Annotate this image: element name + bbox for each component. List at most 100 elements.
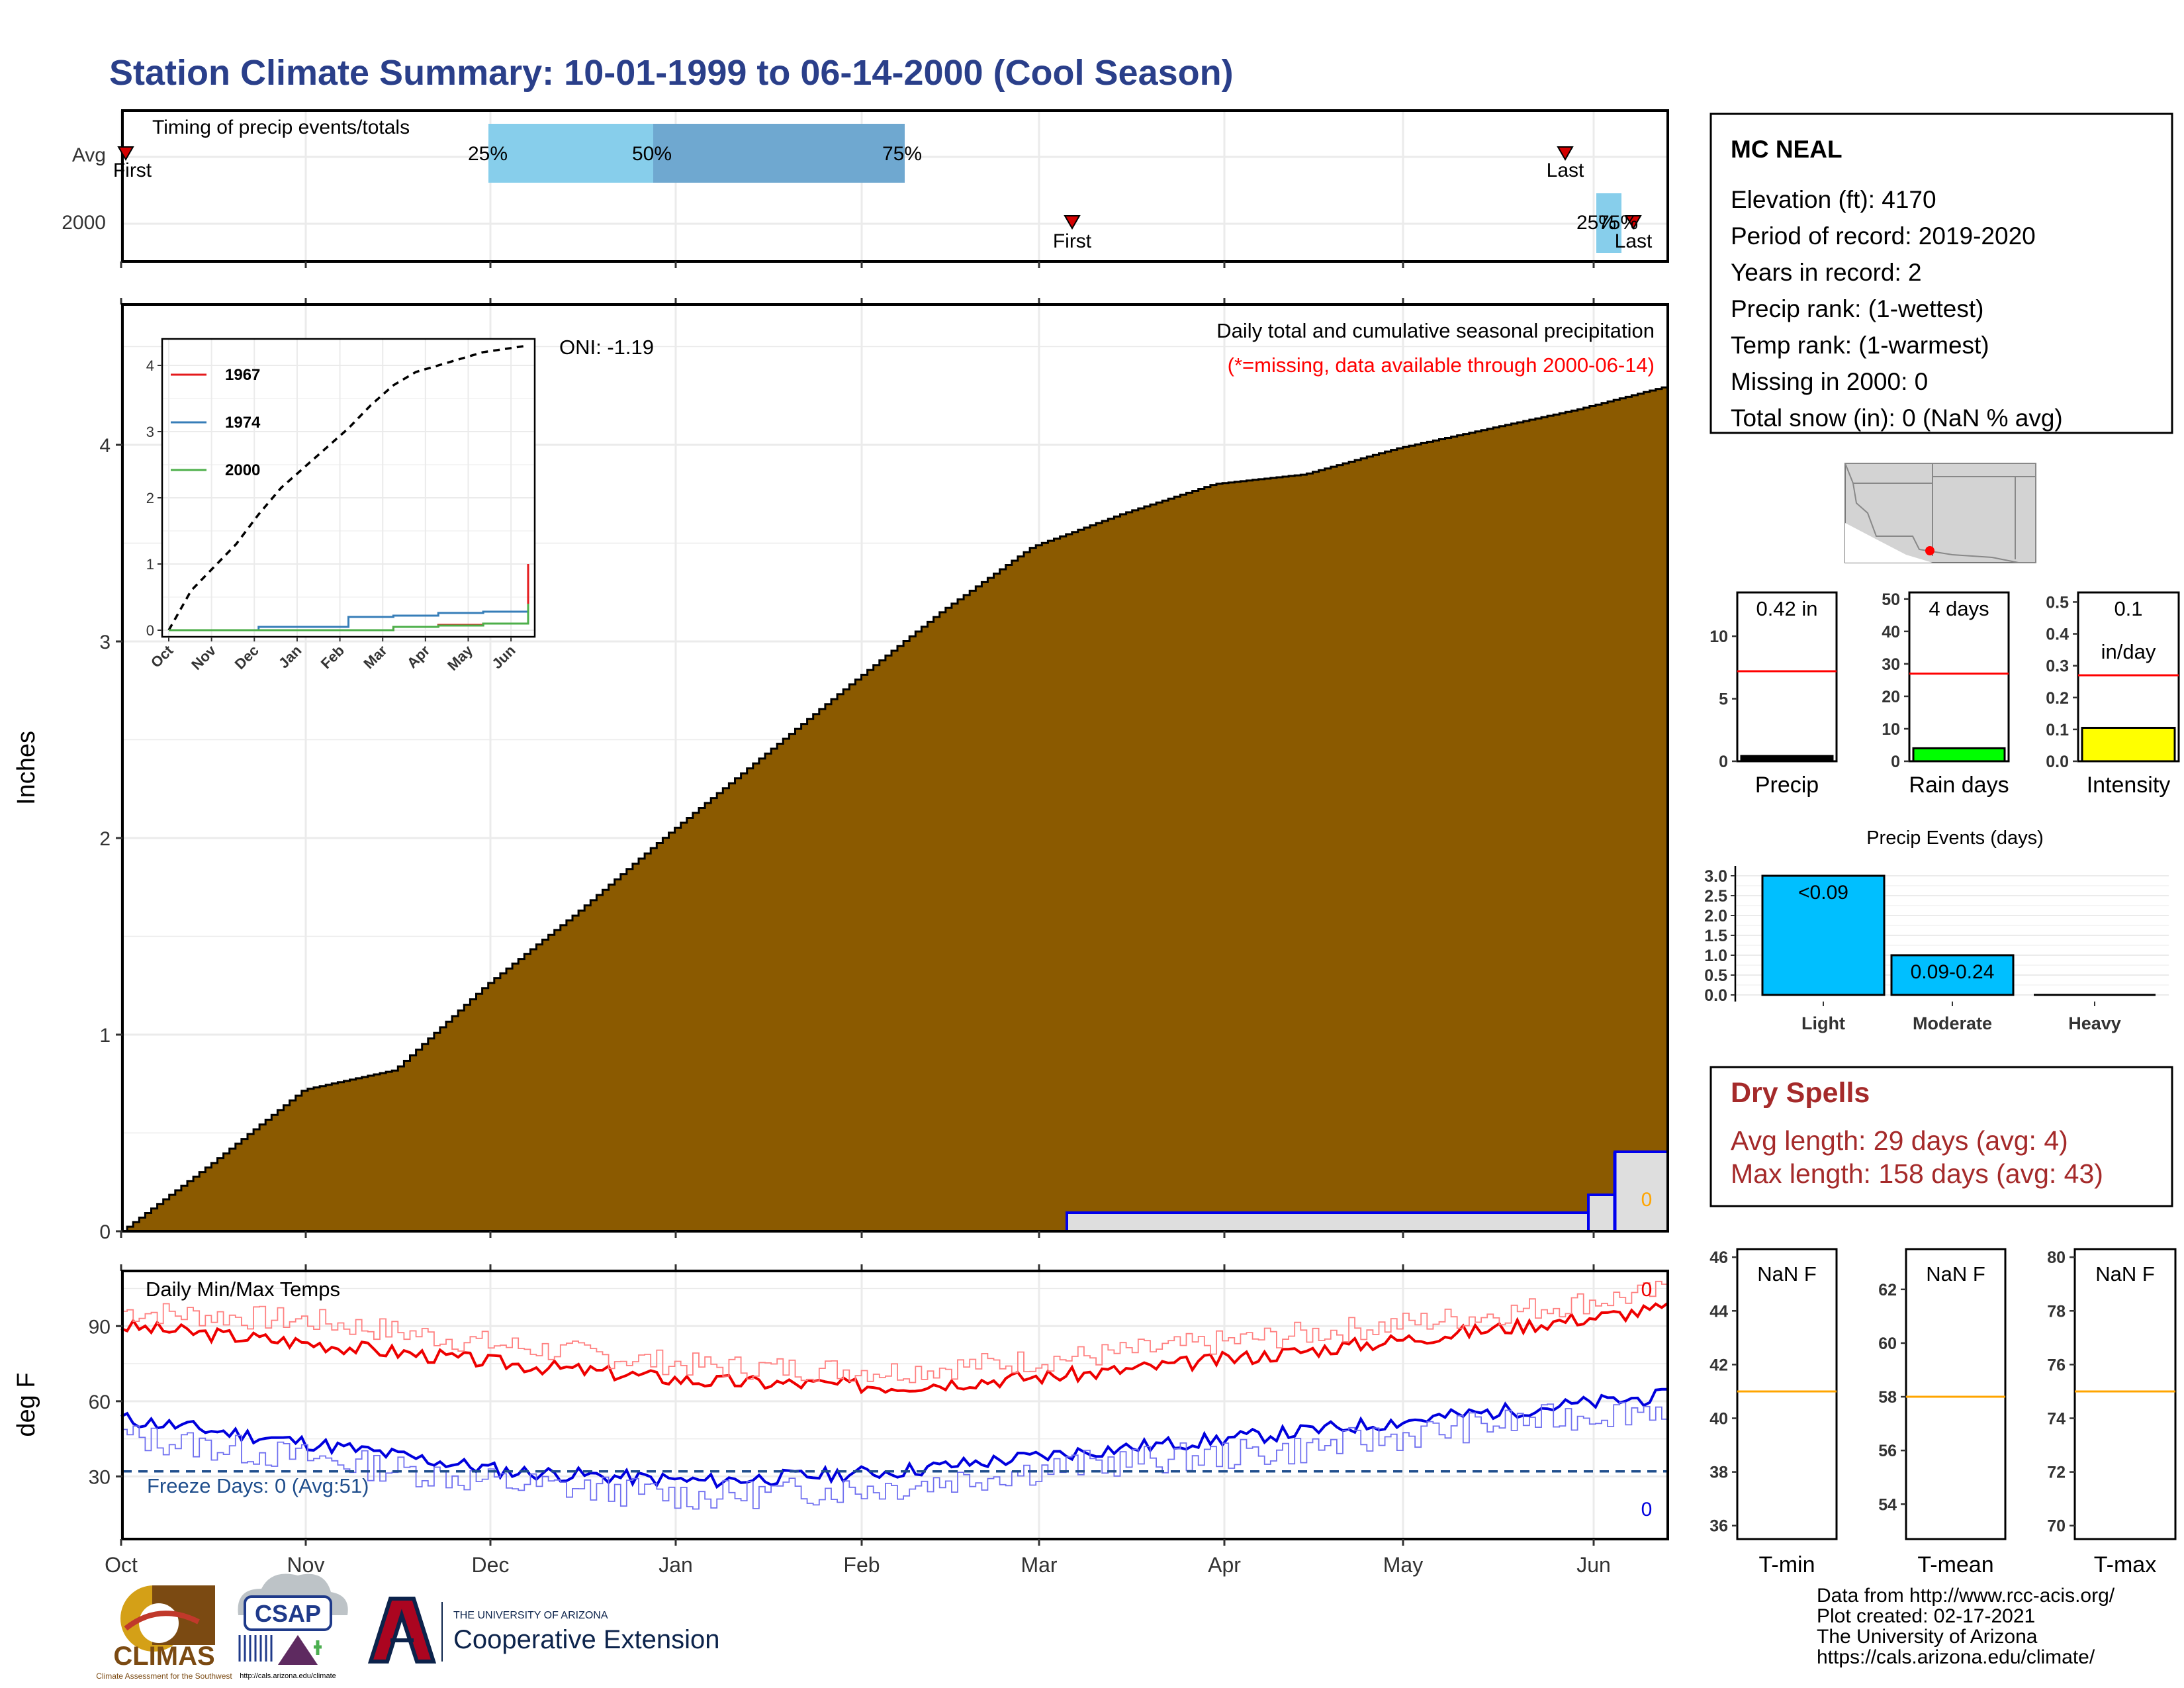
- timing-row-label: 2000: [62, 212, 106, 234]
- y2000-percentile-label: 75%: [1598, 212, 1638, 234]
- inset-y-tick-label: 2: [146, 490, 154, 506]
- cumulative-precip-area: [121, 385, 1669, 1233]
- precip-y-tick-label: 3: [99, 632, 111, 653]
- timing-title: Timing of precip events/totals: [152, 117, 410, 138]
- events-y-tick-label: 0.5: [1704, 966, 1727, 985]
- locator-map-mexico: [1845, 523, 1933, 563]
- events-y-tick-label: 3.0: [1704, 867, 1727, 886]
- ua-logo: THE UNIVERSITY OF ARIZONA Cooperative Ext…: [367, 1597, 719, 1664]
- month-axis-label: Nov: [287, 1553, 325, 1577]
- month-axis-label: Mar: [1021, 1553, 1057, 1577]
- events-category-label: Heavy: [2068, 1013, 2121, 1033]
- min-missing-label: 0: [1641, 1499, 1653, 1521]
- mini-bar-y-tick-label: 0.1: [2046, 721, 2069, 739]
- inset-panel-frame: [161, 338, 536, 638]
- dry-spells-avg: Avg length: 29 days (avg: 4): [1731, 1125, 2068, 1156]
- mini-bar-value-label: 4 days: [1929, 597, 1989, 620]
- avg-last-marker: [1557, 146, 1574, 161]
- mini-bar-value: [2081, 726, 2176, 763]
- temp-bar-y-tick-label: 42: [1709, 1356, 1728, 1374]
- month-axis-label: May: [1383, 1553, 1423, 1577]
- inset-series-2000: [169, 604, 529, 632]
- mini-bar-y-tick-label: 0: [1719, 753, 1728, 771]
- inset-average-line: [167, 344, 529, 631]
- mini-bar-label: Rain days: [1909, 773, 2009, 798]
- y2000-percentile-bar: [1596, 193, 1621, 253]
- csap-cactus: [314, 1640, 322, 1655]
- temp-bar-y-tick-label: 72: [2047, 1464, 2066, 1482]
- y2000-first-label: First: [1053, 230, 1092, 252]
- station-info-line: Years in record: 2: [1731, 259, 1922, 286]
- temp-y-tick-label: 90: [89, 1316, 111, 1338]
- mini-bar-y-tick-label: 50: [1882, 590, 1900, 609]
- y2000-first-marker: [1064, 215, 1081, 230]
- temp-bar-y-tick-label: 56: [1878, 1442, 1897, 1460]
- month-axis-label: Jun: [1576, 1553, 1611, 1577]
- temp-bar-label: T-mean: [1917, 1552, 1993, 1577]
- temp-bar-y-tick-label: 58: [1878, 1388, 1897, 1407]
- avg-50-75-bar: [653, 124, 905, 183]
- mini-bar-label: Intensity: [2087, 773, 2171, 798]
- temp-bar-y-tick-label: 40: [1709, 1410, 1728, 1429]
- dry-spells-box: [1709, 1066, 2173, 1207]
- temp-bar-value-label: NaN F: [1757, 1262, 1817, 1286]
- precip-y-tick-label: 2: [99, 828, 111, 850]
- y2000-last-label: Last: [1615, 230, 1653, 252]
- events-bar-label: <0.09: [1798, 882, 1848, 904]
- station-info-line: Missing in 2000: 0: [1731, 368, 1928, 395]
- mini-bar-y-tick-label: 40: [1882, 623, 1900, 641]
- csap-wordmark: CSAP: [255, 1600, 321, 1627]
- daily-max-line: [120, 1301, 1669, 1395]
- temp-bar-label: T-min: [1759, 1552, 1815, 1577]
- temp-bar-y-tick-label: 54: [1878, 1495, 1897, 1514]
- temp-y-tick-label: 60: [89, 1391, 111, 1413]
- temp-bar-panel: [1905, 1248, 2007, 1540]
- events-title: Precip Events (days): [1866, 827, 2044, 849]
- page-title: Station Climate Summary: 10-01-1999 to 0…: [109, 53, 1234, 93]
- avg-p75-label: 75%: [882, 143, 922, 165]
- events-y-tick-label: 0.0: [1704, 986, 1727, 1005]
- footer-line: The University of Arizona: [1817, 1626, 2038, 1648]
- precip-panel-frame: [121, 303, 1669, 1233]
- temp-y-axis-label: deg F: [13, 1372, 40, 1436]
- inset-y-tick-label: 1: [146, 556, 154, 573]
- temp-bar-label: T-max: [2094, 1552, 2156, 1577]
- precip-y-tick-label: 0: [99, 1221, 111, 1243]
- inset-series-1974: [169, 610, 529, 632]
- mini-bar-value-label: 0.42 in: [1756, 597, 1817, 620]
- y2000-last-marker: [1625, 215, 1642, 230]
- record-min-step: [121, 1399, 1668, 1510]
- mini-bar-y-tick-label: 0.5: [2046, 593, 2069, 612]
- temp-bar-y-tick-label: 38: [1709, 1464, 1728, 1482]
- locator-map-states: [1844, 463, 2036, 563]
- month-axis-label: Jan: [659, 1553, 693, 1577]
- temp-bar-y-tick-label: 46: [1709, 1248, 1728, 1267]
- temp-bar-y-tick-label: 70: [2047, 1517, 2066, 1536]
- temp-panel-bg: [122, 1271, 1668, 1539]
- avg-last-label: Last: [1547, 160, 1584, 181]
- station-info-line: Period of record: 2019-2020: [1731, 222, 2036, 250]
- ua-small-text: THE UNIVERSITY OF ARIZONA: [453, 1610, 608, 1621]
- temp-bar-value-label: NaN F: [2095, 1262, 2155, 1286]
- mini-bar-y-tick-label: 0.2: [2046, 689, 2069, 708]
- events-bar-moderate: [1890, 954, 2015, 996]
- temp-y-tick-label: 30: [89, 1466, 111, 1488]
- station-info-line: Elevation (ft): 4170: [1731, 186, 1936, 213]
- record-max-step: [121, 1280, 1668, 1383]
- inset-legend-label: 2000: [225, 461, 260, 479]
- avg-p50-label: 50%: [632, 143, 672, 165]
- y2000-percentile-label: 25%: [1576, 212, 1616, 234]
- station-location-marker: [1925, 546, 1934, 555]
- mini-bar-y-tick-label: 5: [1719, 690, 1728, 709]
- inset-y-tick-label: 3: [146, 424, 154, 440]
- temp-bar-y-tick-label: 44: [1709, 1302, 1728, 1321]
- precip-missing-note: (*=missing, data available through 2000-…: [1228, 353, 1655, 377]
- temp-bar-y-tick-label: 74: [2047, 1410, 2066, 1429]
- dry-spells-title: Dry Spells: [1731, 1077, 1870, 1109]
- mini-bar-y-tick-label: 0.0: [2046, 753, 2069, 771]
- mini-bar-y-tick-label: 0.3: [2046, 657, 2069, 676]
- mini-bar-panel: [1736, 591, 1838, 763]
- inset-y-tick-label: 4: [146, 357, 154, 374]
- temp-bar-y-tick-label: 76: [2047, 1356, 2066, 1374]
